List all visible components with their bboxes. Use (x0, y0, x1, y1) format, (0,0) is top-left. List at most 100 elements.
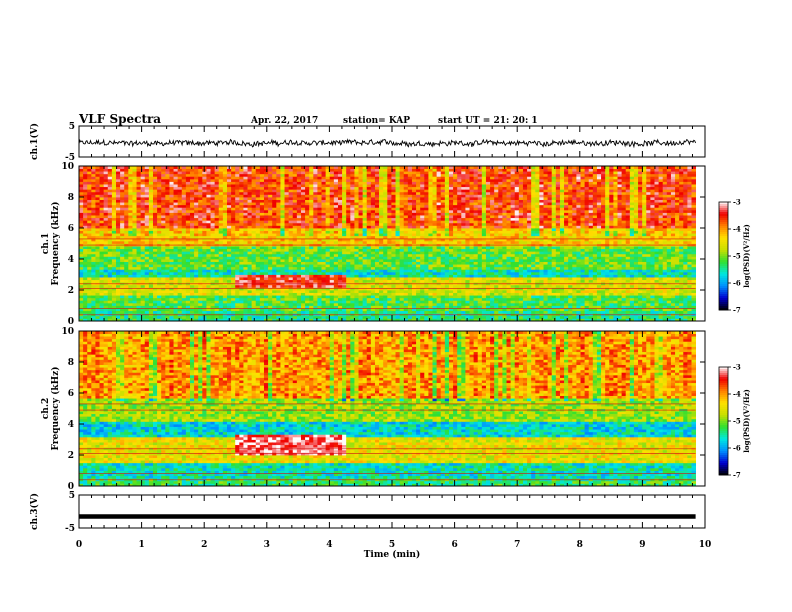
ch1-spec-cell (128, 225, 133, 228)
ch1-spec-cell (317, 249, 322, 252)
ch1-spec-cell (128, 220, 133, 223)
ch1-spec-cell (367, 171, 372, 174)
ch1-spec-cell (194, 223, 199, 226)
ch1-spec-cell (260, 169, 265, 172)
ch1-spec-cell (404, 233, 409, 236)
ch1-spec-cell (338, 194, 343, 197)
ch1-spec-cell (379, 249, 384, 252)
ch1-spec-cell (342, 205, 347, 208)
ch1-spec-cell (91, 187, 96, 190)
ch1-spec-cell (276, 272, 281, 275)
ch1-spec-cell (87, 187, 92, 190)
ch1-spec-cell (120, 306, 125, 309)
ch1-spec-cell (289, 262, 294, 265)
ch1-spec-cell (264, 287, 269, 290)
ch1-spec-cell (322, 169, 327, 172)
ch1-spec-cell (202, 192, 207, 195)
ch1-spec-cell (252, 213, 257, 216)
ch1-spec-cell (149, 174, 154, 177)
ch1-spec-cell (412, 295, 417, 298)
ch1-spec-cell (124, 223, 129, 226)
ch1-spec-cell (141, 249, 146, 252)
ch1-spec-cell (252, 262, 257, 265)
ch1-spec-cell (215, 189, 220, 192)
ch1-spec-cell (91, 298, 96, 301)
ch1-spec-cell (243, 194, 248, 197)
ch1-ylabel: ch.1(V) (29, 123, 40, 160)
ch1-spec-cell (338, 223, 343, 226)
ch1-spec-cell (120, 174, 125, 177)
ch1-spec-cell (194, 316, 199, 319)
ch1-spec-cell (367, 306, 372, 309)
ch1-spec-cell (239, 169, 244, 172)
ch1-spec-cell (83, 293, 88, 296)
ch1-spec-cell (268, 174, 273, 177)
ch1-spec-cell (95, 171, 100, 174)
ch1-spec-cell (108, 228, 113, 231)
ch1-spec-cell (239, 194, 244, 197)
ch1-spec-cell (215, 246, 220, 249)
ch1-spec-cell (223, 210, 228, 213)
ch1-spec-cell (174, 215, 179, 218)
ch1-spec-cell (379, 171, 384, 174)
ch1-spec-cell (153, 251, 158, 254)
ch1-spec-cell (359, 179, 364, 182)
ch1-spec-cell (363, 254, 368, 257)
ch1-spec-cell (350, 290, 355, 293)
ch1-spec-cell (108, 246, 113, 249)
ch1-spec-cell (375, 287, 380, 290)
ch1-spec-cell (396, 174, 401, 177)
ch1-spec-cell (391, 295, 396, 298)
ch1-spec-cell (206, 287, 211, 290)
ch1-spec-cell (116, 205, 121, 208)
ch1-spec-cell (322, 205, 327, 208)
ch1-spec-cell (223, 295, 228, 298)
ch1-spec-cell (169, 298, 174, 301)
ch1-spec-cell (206, 306, 211, 309)
ch1-spec-cell (359, 223, 364, 226)
ch1-spec-cell (359, 295, 364, 298)
ch1-spec-cell (141, 298, 146, 301)
ch1-spec-cell (400, 184, 405, 187)
ch1-spec-cell (137, 220, 142, 223)
ch1-spec-cell (194, 194, 199, 197)
ch1-spec-cell (239, 251, 244, 254)
ch1-spec-cell (120, 269, 125, 272)
ch1-spec-cell (95, 231, 100, 234)
ch1-spec-cell (235, 184, 240, 187)
ch1-spec-cell (387, 241, 392, 244)
ch1-spec-cell (313, 223, 318, 226)
ch1-spec-cell (149, 182, 154, 185)
ch1-spec-cell (375, 311, 380, 314)
ch1-spec-cell (297, 194, 302, 197)
ch1-spec-cell (322, 225, 327, 228)
ch1-spec-cell (330, 171, 335, 174)
ch1-spec-cell (227, 300, 232, 303)
ch1-spec-cell (124, 197, 129, 200)
ch1-spec-cell (400, 207, 405, 210)
ch1-spec-cell (334, 256, 339, 259)
ch1-spec-cell (367, 200, 372, 203)
ch1-spec-cell (359, 174, 364, 177)
ch1-spec-cell (87, 256, 92, 259)
ch1-spec-cell (141, 285, 146, 288)
ch1-spec-cell (211, 267, 216, 270)
ch1-spec-cell (387, 298, 392, 301)
ch1-spec-cell (100, 277, 105, 280)
ch1-spec-cell (206, 187, 211, 190)
ch1-spec-cell (231, 259, 236, 262)
ch1-spec-cell (206, 259, 211, 262)
ch1-spec-cell (322, 241, 327, 244)
ch1-spec-cell (276, 251, 281, 254)
ch1-spec-cell (79, 213, 84, 216)
ch1-spec-cell (322, 207, 327, 210)
ch1-spec-cell (108, 269, 113, 272)
ch1-spec-cell (112, 197, 117, 200)
ch1-spec-cell (174, 246, 179, 249)
ch1-spec-cell (268, 194, 273, 197)
ch1-spec-cell (116, 236, 121, 239)
ch1-spec-cell (79, 171, 84, 174)
ch1-spec-cell (297, 187, 302, 190)
ch1-spec-cell (194, 306, 199, 309)
ch1-spec-cell (186, 300, 191, 303)
